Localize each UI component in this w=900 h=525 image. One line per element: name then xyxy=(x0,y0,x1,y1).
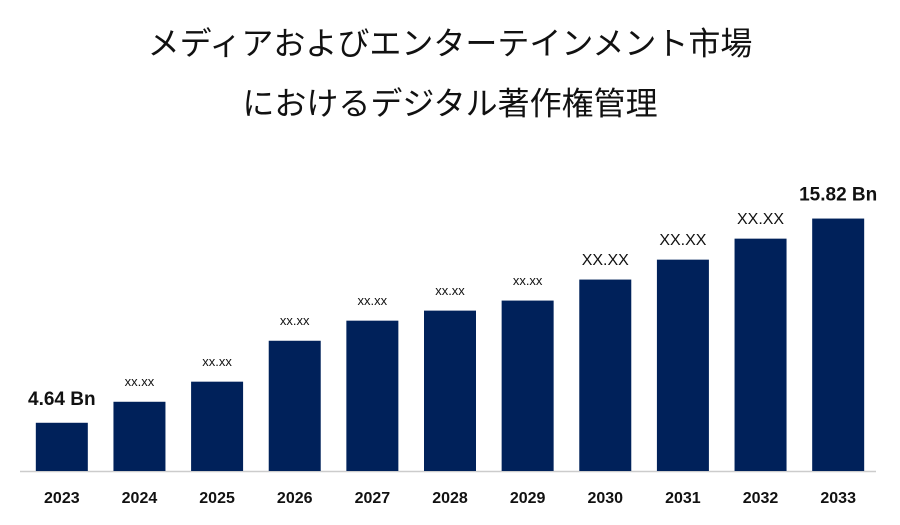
x-tick-label: 2026 xyxy=(277,490,313,507)
bar xyxy=(191,381,244,471)
bar xyxy=(579,279,632,471)
bar xyxy=(812,218,865,471)
value-label: xx.xx xyxy=(202,354,232,369)
value-label: XX.XX xyxy=(582,252,629,269)
chart-title: メディアおよびエンターテインメント市場 xyxy=(148,25,753,63)
value-label: XX.XX xyxy=(659,232,706,249)
x-tick-label: 2023 xyxy=(44,490,80,507)
chart-title: におけるデジタル著作権管理 xyxy=(242,85,657,123)
bar xyxy=(734,238,787,471)
value-label: xx.xx xyxy=(125,374,155,389)
bar xyxy=(424,310,476,471)
bar xyxy=(656,259,709,471)
x-tick-label: 2032 xyxy=(743,490,779,507)
value-label: 15.82 Bn xyxy=(799,185,877,206)
bar xyxy=(35,422,88,471)
value-label: xx.xx xyxy=(280,313,310,328)
x-tick-label: 2024 xyxy=(122,490,158,507)
x-tick-label: 2027 xyxy=(355,490,391,507)
value-label: xx.xx xyxy=(435,283,465,298)
value-label: xx.xx xyxy=(358,293,388,308)
x-tick-label: 2030 xyxy=(587,490,623,507)
value-label: XX.XX xyxy=(737,211,784,228)
value-label: 4.64 Bn xyxy=(28,389,96,410)
bar xyxy=(268,340,321,471)
x-tick-label: 2025 xyxy=(199,490,235,507)
x-tick-label: 2029 xyxy=(510,490,546,507)
x-tick-label: 2028 xyxy=(432,490,468,507)
x-tick-label: 2031 xyxy=(665,490,701,507)
bar xyxy=(501,300,554,471)
bar xyxy=(346,320,399,471)
bar xyxy=(113,401,166,471)
x-tick-label: 2033 xyxy=(820,490,856,507)
value-label: xx.xx xyxy=(513,273,543,288)
